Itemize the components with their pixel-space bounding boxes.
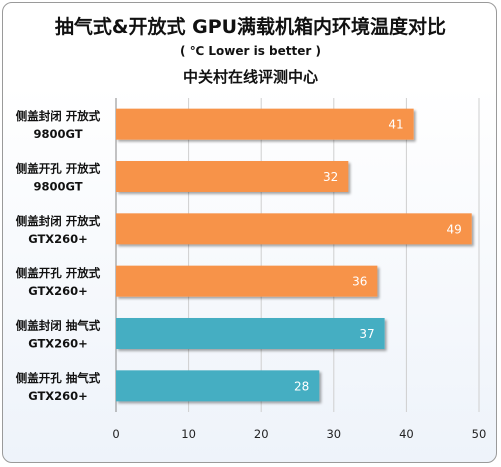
chart-source: 中关村在线评测中心 [182, 68, 318, 86]
chart-subtitle: ( ℃ Lower is better ) [180, 44, 321, 58]
category-label: GTX260+ [28, 337, 88, 351]
category-label: 侧盖开孔 开放式 [16, 162, 101, 176]
bar-value-label: 28 [294, 379, 309, 393]
bar [116, 318, 385, 349]
category-label: 9800GT [33, 180, 82, 194]
x-tick-label: 10 [181, 427, 196, 441]
bar [116, 161, 349, 192]
bar-value-label: 32 [323, 170, 338, 184]
category-label: GTX260+ [28, 284, 88, 298]
bar-value-label: 41 [388, 118, 403, 132]
bar [116, 265, 378, 297]
category-label: GTX260+ [28, 389, 88, 403]
category-label: GTX260+ [28, 232, 88, 246]
bar [116, 213, 472, 245]
x-tick-label: 0 [112, 427, 119, 441]
bar-value-label: 37 [359, 327, 374, 341]
category-label: 侧盖封闭 开放式 [16, 214, 101, 228]
x-tick-label: 30 [326, 427, 341, 441]
category-label: 侧盖封闭 抽气式 [16, 319, 101, 333]
chart-title: 抽气式&开放式 GPU满载机箱内环境温度对比 [54, 16, 447, 38]
bar [116, 370, 320, 402]
x-tick-label: 50 [472, 427, 487, 441]
x-tick-label: 20 [254, 427, 269, 441]
x-tick-label: 40 [399, 427, 414, 441]
category-label: 侧盖封闭 开放式 [16, 109, 101, 123]
category-label: 侧盖开孔 开放式 [16, 266, 101, 280]
bar-value-label: 49 [446, 222, 461, 236]
category-label: 侧盖开孔 抽气式 [16, 371, 101, 385]
category-label: 9800GT [33, 127, 82, 141]
bar-value-label: 36 [352, 275, 367, 289]
bar [116, 108, 414, 140]
